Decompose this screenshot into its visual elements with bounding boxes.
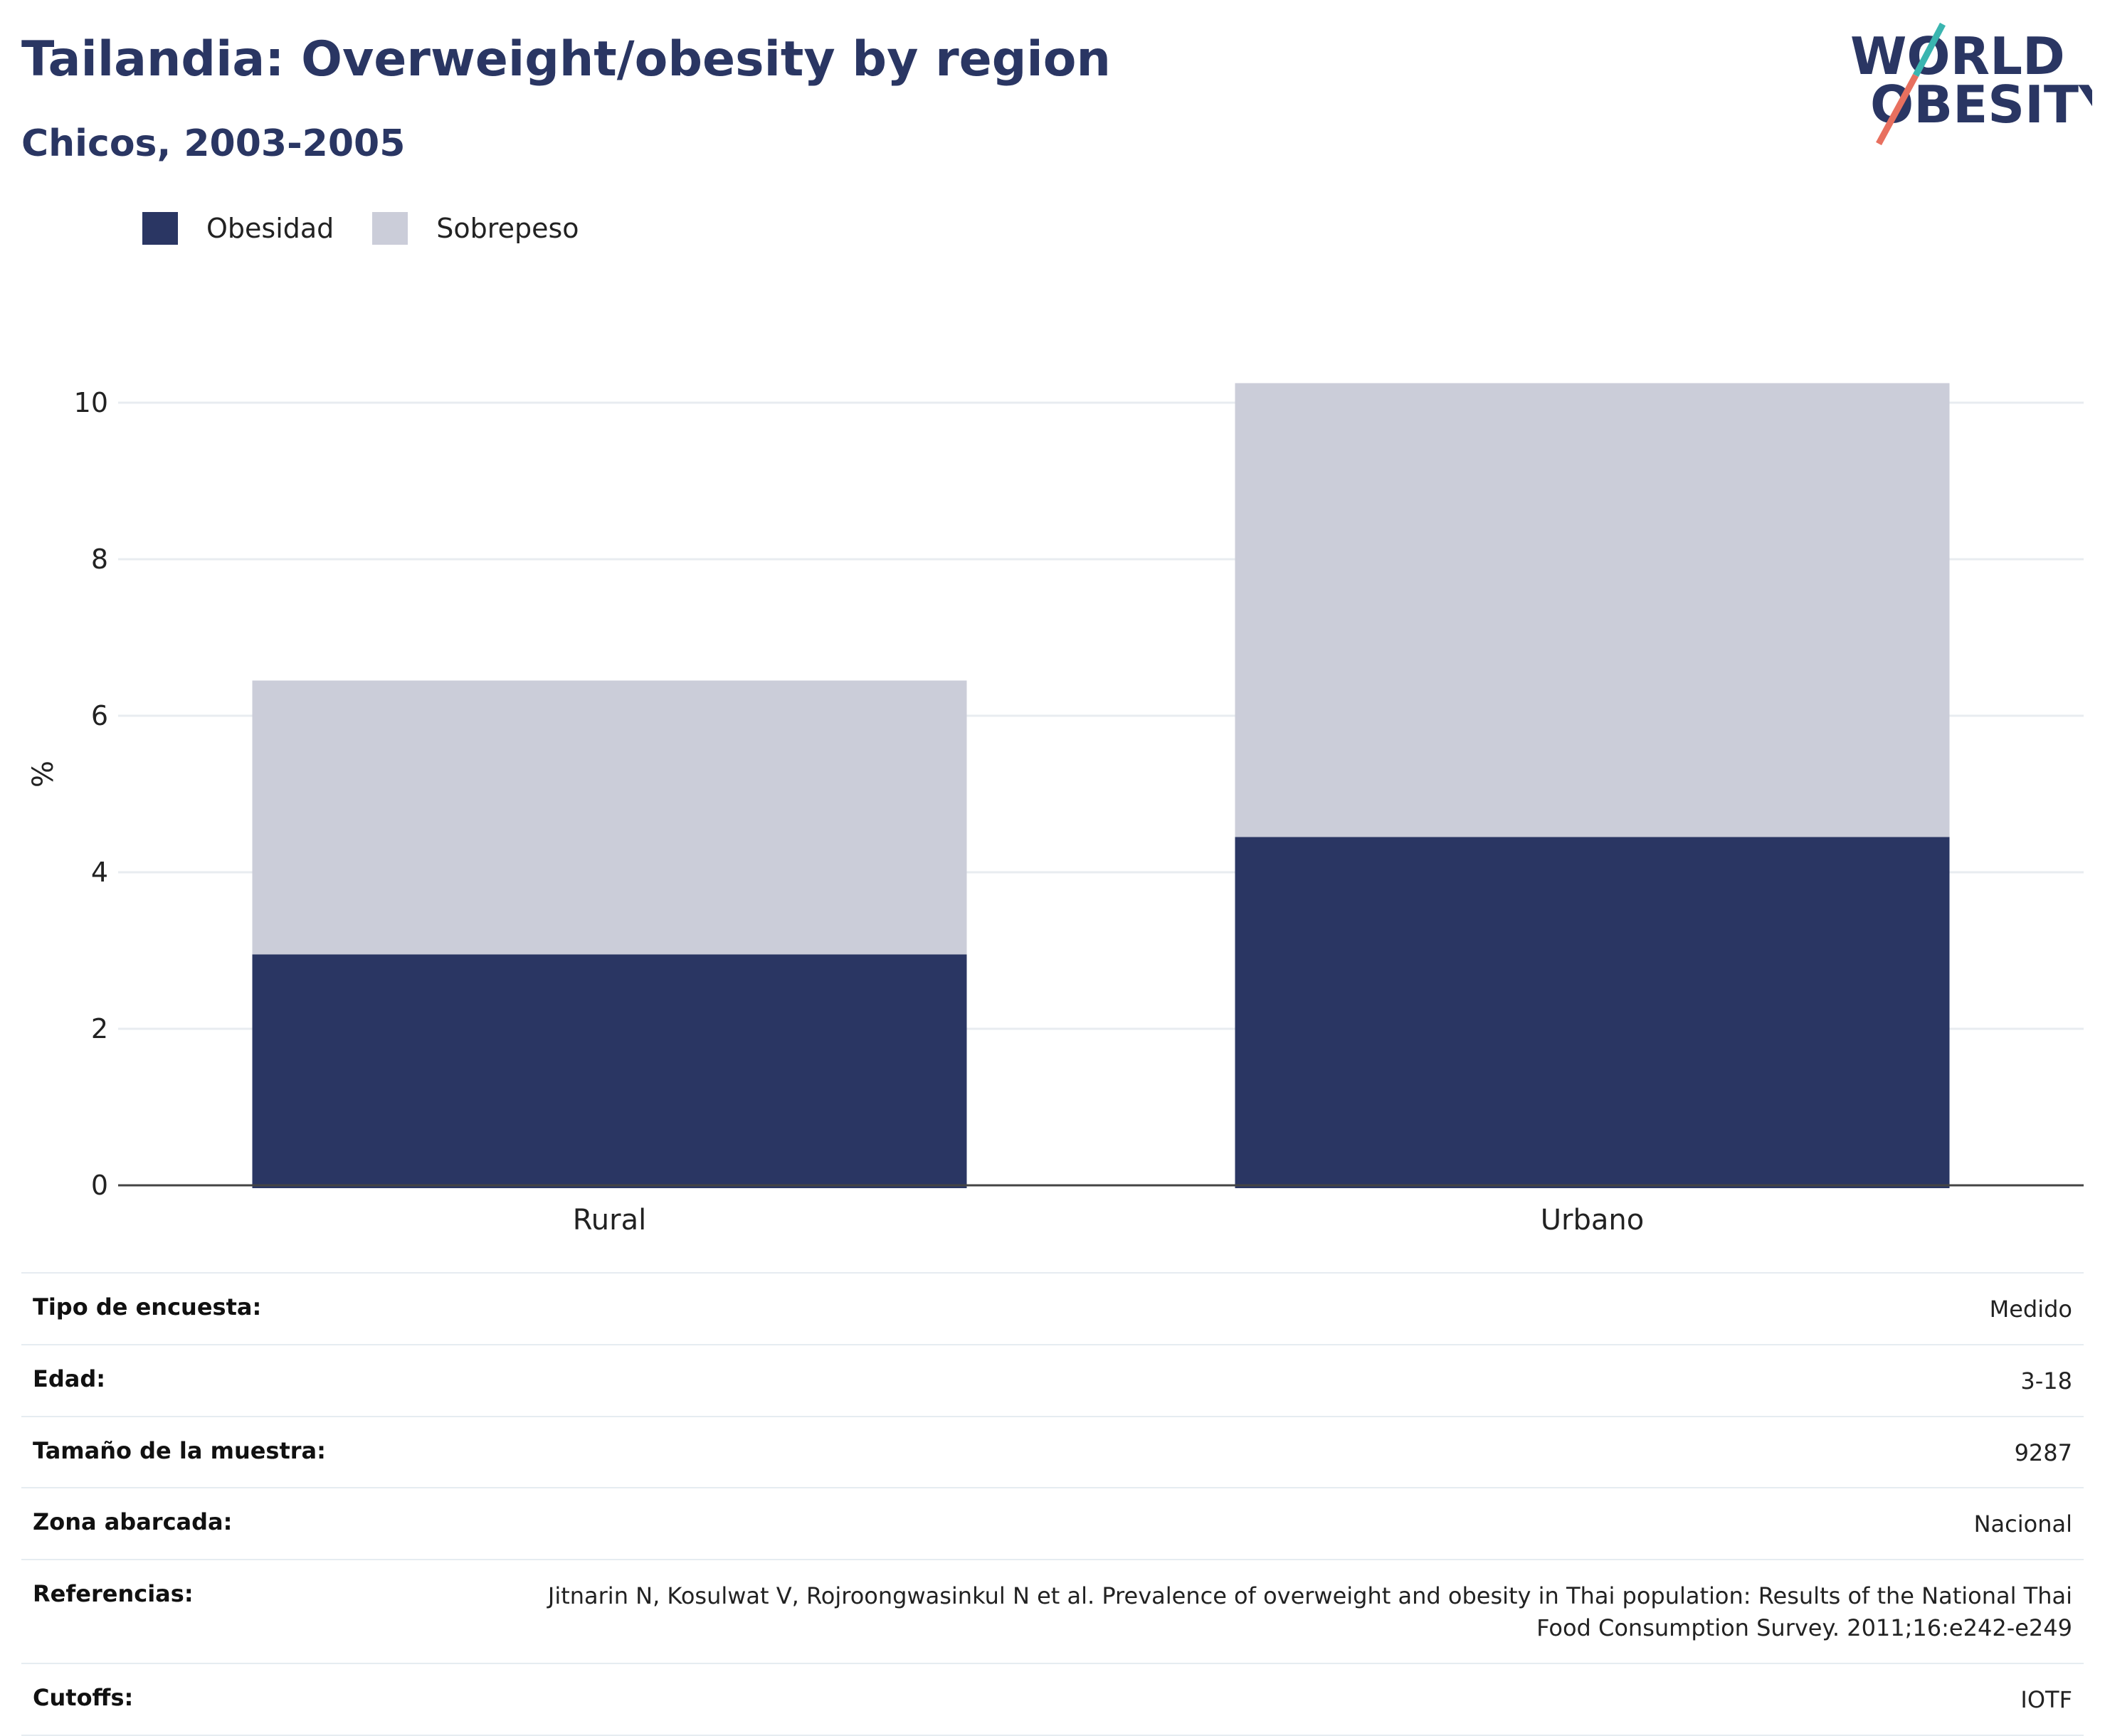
chart-legend: Obesidad Sobrepeso xyxy=(142,212,618,245)
metadata-value: 9287 xyxy=(2014,1439,2072,1466)
metadata-row: Tamaño de la muestra: 9287 xyxy=(21,1415,2084,1488)
metadata-row: Zona abarcada: Nacional xyxy=(21,1487,2084,1559)
y-tick-label: 6 xyxy=(91,700,108,731)
metadata-row: Edad: 3-18 xyxy=(21,1343,2084,1416)
legend-label-obesidad: Obesidad xyxy=(206,213,334,244)
logo-coral-slash xyxy=(1876,73,1919,146)
metadata-row: Tipo de encuesta: Medido xyxy=(21,1272,2084,1344)
chart-subtitle: Chicos, 2003-2005 xyxy=(21,122,406,165)
legend-item-obesidad[interactable]: Obesidad xyxy=(142,212,334,245)
metadata-value: Jitnarin N, Kosulwat V, Rojroongwasinkul… xyxy=(547,1582,2072,1641)
x-tick-label: Rural xyxy=(573,1204,646,1237)
survey-metadata-table: Tipo de encuesta: Medido Edad: 3-18 Tamaño d… xyxy=(21,1272,2084,1736)
logo-line1: WORLD xyxy=(1850,26,2065,86)
metadata-label: Tipo de encuesta: xyxy=(33,1293,262,1320)
y-tick-label: 4 xyxy=(91,857,108,888)
y-tick-label: 2 xyxy=(91,1013,108,1044)
x-tick-label: Urbano xyxy=(1541,1204,1644,1237)
bars xyxy=(252,383,1950,1189)
metadata-row: Referencias: Jitnarin N, Kosulwat V, Rojr… xyxy=(21,1559,2084,1663)
metadata-label: Edad: xyxy=(33,1365,106,1392)
legend-label-sobrepeso: Sobrepeso xyxy=(436,213,579,244)
bar-sobrepeso-urbano[interactable] xyxy=(1235,383,1950,837)
metadata-label: Referencias: xyxy=(33,1580,194,1608)
metadata-row: Cutoffs: IOTF xyxy=(21,1662,2084,1736)
legend-item-sobrepeso[interactable]: Sobrepeso xyxy=(372,212,579,245)
metadata-value: Nacional xyxy=(1973,1510,2072,1538)
axes: 0 2 4 6 8 10% Rural Urbano xyxy=(27,387,2084,1237)
stacked-bar-chart: 0 2 4 6 8 10% Rural Urbano xyxy=(27,383,2084,1237)
metadata-value: IOTF xyxy=(2020,1685,2072,1713)
bar-obesidad-urbano[interactable] xyxy=(1235,837,1950,1189)
metadata-label: Tamaño de la muestra: xyxy=(33,1436,326,1464)
metadata-label: Cutoffs: xyxy=(33,1683,134,1711)
metadata-value: Medido xyxy=(1989,1296,2072,1323)
metadata-value: 3-18 xyxy=(2020,1367,2072,1394)
legend-swatch-sobrepeso xyxy=(372,212,408,245)
y-axis-label: % xyxy=(27,761,60,788)
chart-title: Tailandia: Overweight/obesity by region xyxy=(21,31,1111,88)
world-obesity-logo: WORLD OBESITY xyxy=(1850,21,2105,149)
legend-swatch-obesidad xyxy=(142,212,178,245)
logo-teal-slash xyxy=(1913,22,1946,78)
y-tick-label: 8 xyxy=(91,544,108,575)
bar-obesidad-rural[interactable] xyxy=(252,954,967,1189)
y-tick-label: 10 xyxy=(74,387,108,418)
bar-sobrepeso-rural[interactable] xyxy=(252,680,967,955)
y-tick-label: 0 xyxy=(91,1170,108,1201)
metadata-label: Zona abarcada: xyxy=(33,1508,233,1536)
